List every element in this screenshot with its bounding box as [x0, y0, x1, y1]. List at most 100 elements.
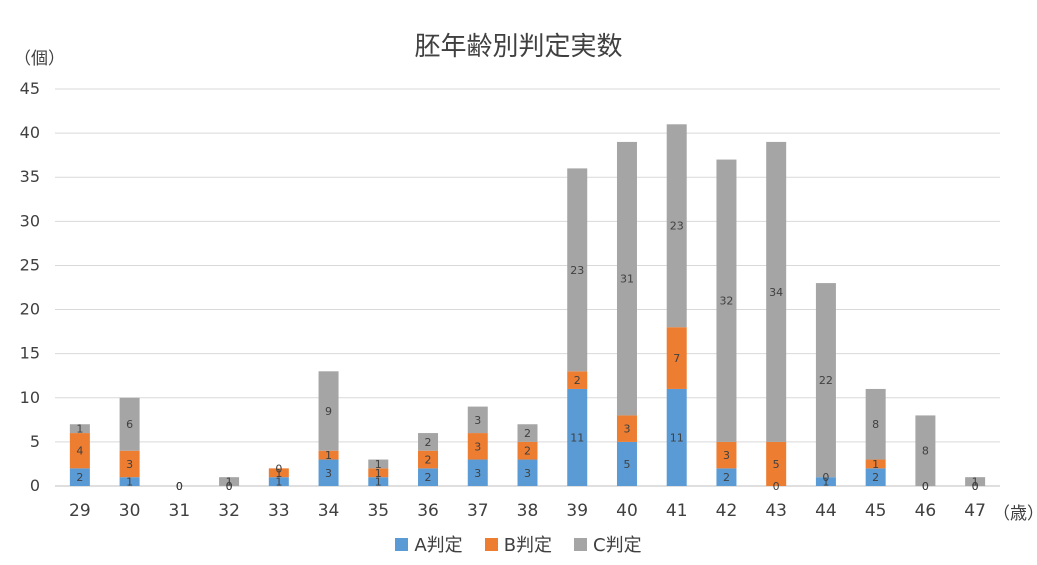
bar-segment-b[interactable] — [119, 450, 140, 478]
bar-segment-b[interactable] — [865, 459, 886, 469]
bar-segment-a[interactable] — [865, 468, 886, 486]
data-label: 6 — [126, 418, 133, 431]
data-label: 1 — [76, 423, 83, 436]
legend-label-c: C判定 — [593, 535, 642, 556]
bar-segment-c[interactable] — [517, 424, 538, 442]
legend-item-b[interactable]: B判定 — [484, 531, 553, 557]
bar-segment-c[interactable] — [965, 477, 986, 486]
bar-segment-a[interactable] — [318, 459, 339, 486]
bar-segment-c[interactable] — [318, 371, 339, 451]
bar-segment-b[interactable] — [69, 433, 90, 469]
x-tick-label: 31 — [169, 501, 191, 521]
data-label: 0 — [972, 480, 979, 493]
data-label: 31 — [620, 273, 634, 286]
data-label: 3 — [524, 467, 531, 480]
bar-segment-a[interactable] — [119, 477, 140, 486]
chart-title: 胚年齢別判定実数 — [414, 32, 623, 62]
x-tick-label: 46 — [915, 501, 937, 521]
bar-segment-b[interactable] — [268, 468, 289, 478]
data-label: 0 — [176, 480, 183, 493]
bar-segment-a[interactable] — [616, 441, 637, 486]
x-tick-label: 39 — [566, 501, 588, 521]
bar-segment-b[interactable] — [766, 441, 787, 486]
bar-segment-a[interactable] — [418, 468, 439, 486]
data-label: 1 — [375, 476, 382, 489]
data-label: 11 — [570, 431, 584, 444]
data-label: 3 — [474, 467, 481, 480]
bar-segment-c[interactable] — [219, 477, 240, 486]
data-label: 2 — [425, 454, 432, 467]
bar-segment-c[interactable] — [119, 397, 140, 451]
data-label: 3 — [126, 458, 133, 471]
data-label: 1 — [972, 476, 979, 489]
bar-segment-a[interactable] — [567, 388, 588, 486]
data-label: 23 — [670, 220, 684, 233]
data-label: 32 — [719, 295, 733, 308]
data-label: 1 — [226, 476, 233, 489]
bar-segment-b[interactable] — [368, 468, 389, 478]
data-label: 0 — [822, 471, 829, 484]
bar-segment-c[interactable] — [766, 141, 787, 442]
bar-segment-c[interactable] — [69, 424, 90, 434]
data-label: 0 — [176, 480, 183, 493]
bar-segment-c[interactable] — [368, 459, 389, 469]
data-label: 0 — [176, 480, 183, 493]
bar-segment-c[interactable] — [467, 406, 488, 434]
bar-segment-c[interactable] — [915, 415, 936, 486]
bar-segment-a[interactable] — [716, 468, 737, 486]
data-label: 2 — [872, 471, 879, 484]
bar-segment-a[interactable] — [368, 477, 389, 486]
data-label: 2 — [524, 427, 531, 440]
bar-segment-a[interactable] — [467, 459, 488, 486]
bar-segment-c[interactable] — [567, 168, 588, 372]
bar-segment-b[interactable] — [666, 327, 687, 389]
x-tick-label: 32 — [218, 501, 240, 521]
data-label: 2 — [574, 374, 581, 387]
bar-segment-b[interactable] — [616, 415, 637, 442]
bar-segment-b[interactable] — [318, 450, 339, 460]
bar-segment-a[interactable] — [268, 477, 289, 486]
data-label: 11 — [670, 431, 684, 444]
data-label: 2 — [425, 471, 432, 484]
bar-segment-c[interactable] — [666, 124, 687, 328]
bar-segment-a[interactable] — [517, 459, 538, 486]
y-tick-label: 40 — [20, 123, 40, 142]
data-label: 0 — [226, 480, 233, 493]
bar-segment-a[interactable] — [69, 468, 90, 486]
legend-swatch-c — [574, 537, 588, 551]
data-label: 0 — [972, 480, 979, 493]
data-label: 5 — [623, 458, 630, 471]
bar-segment-c[interactable] — [616, 141, 637, 416]
y-tick-label: 20 — [20, 300, 40, 319]
x-tick-label: 44 — [815, 501, 837, 521]
data-label: 3 — [325, 467, 332, 480]
legend-label-b: B判定 — [503, 535, 553, 556]
x-tick-label: 47 — [964, 501, 986, 521]
bar-segment-c[interactable] — [716, 159, 737, 442]
bar-segment-b[interactable] — [517, 441, 538, 460]
bar-segment-c[interactable] — [865, 388, 886, 460]
bar-segment-b[interactable] — [716, 441, 737, 469]
x-tick-label: 33 — [268, 501, 290, 521]
y-tick-label: 45 — [20, 79, 40, 98]
data-label: 7 — [673, 352, 680, 365]
data-label: 4 — [76, 445, 83, 458]
bar-segment-b[interactable] — [418, 450, 439, 469]
bar-segment-b[interactable] — [567, 371, 588, 389]
bar-segment-b[interactable] — [467, 433, 488, 460]
data-label: 9 — [325, 405, 332, 418]
legend-item-c[interactable]: C判定 — [574, 531, 642, 557]
bar-segment-a[interactable] — [815, 477, 836, 486]
x-tick-label: 29 — [69, 501, 91, 521]
y-axis-unit-label: （個） — [14, 49, 65, 69]
data-label: 0 — [226, 480, 233, 493]
data-label: 5 — [773, 458, 780, 471]
legend-item-a[interactable]: A判定 — [395, 531, 463, 557]
bar-segment-c[interactable] — [418, 433, 439, 451]
data-label: 3 — [474, 440, 481, 453]
data-label: 22 — [819, 374, 833, 387]
bar-segment-c[interactable] — [815, 283, 836, 478]
bar-segment-a[interactable] — [666, 388, 687, 486]
data-label: 2 — [76, 471, 83, 484]
data-label: 1 — [275, 467, 282, 480]
